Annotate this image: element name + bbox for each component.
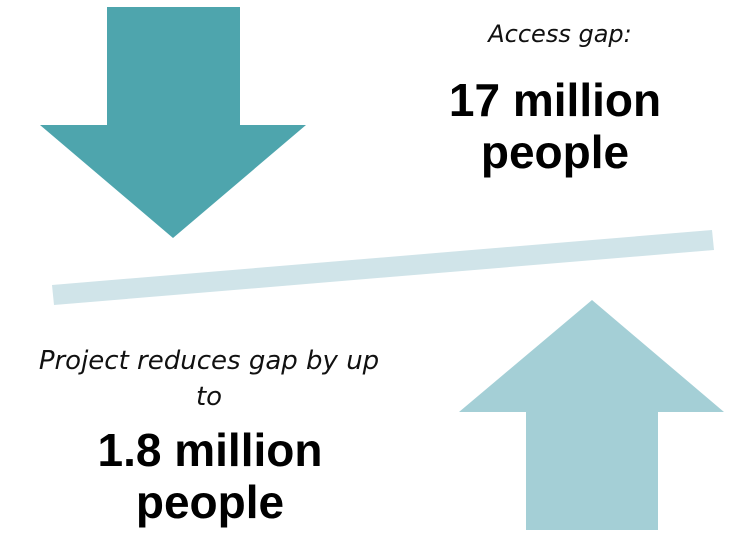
reduction-value: 1.8 million people <box>40 424 380 528</box>
reduction-value-line1: 1.8 million <box>97 424 323 476</box>
access-gap-caption: Access gap: <box>488 20 632 48</box>
access-gap-value-line2: people <box>480 126 630 178</box>
access-gap-value-line1: 17 million <box>448 74 662 126</box>
balance-beam <box>52 230 714 305</box>
down-arrow-shape <box>40 7 306 238</box>
access-gap-value: 17 million people <box>395 74 715 178</box>
reduction-caption: Project reduces gap by up to <box>0 343 418 415</box>
up-arrow-shape <box>459 300 724 530</box>
reduction-caption-line2: to <box>195 382 223 412</box>
reduction-caption-line1: Project reduces gap by up <box>38 346 380 376</box>
reduction-value-line2: people <box>135 476 285 528</box>
